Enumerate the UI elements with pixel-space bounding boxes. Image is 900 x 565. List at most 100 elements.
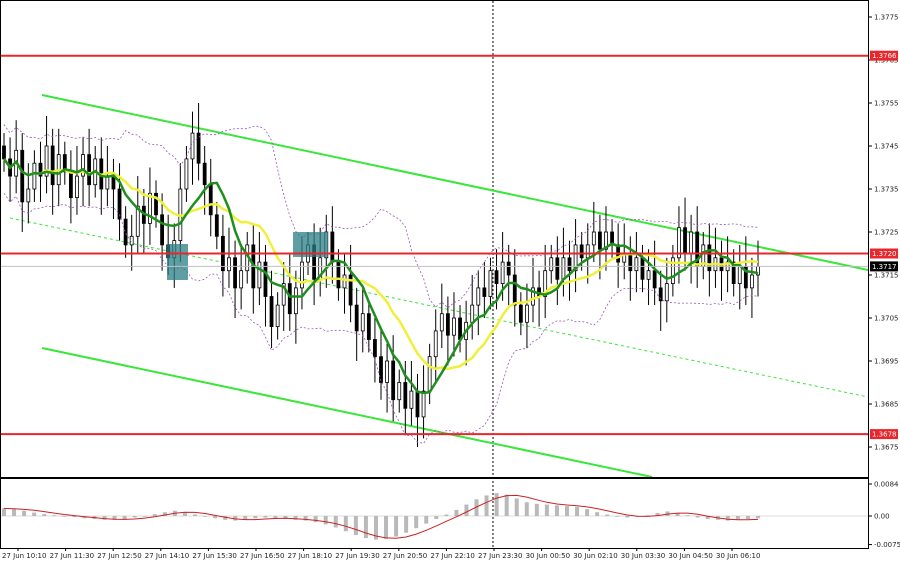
histogram-bar [474,499,479,516]
histogram-bar [404,516,409,533]
candle-body [348,274,353,306]
candle-body [543,270,548,297]
candle-body [488,270,493,297]
price-tick-label: 1.3725 [874,229,899,237]
candle-body [750,274,754,289]
candle-body [677,227,681,259]
histogram-bar [675,512,680,516]
histogram-bar [605,514,610,516]
candle-body [397,382,402,401]
candle-body [379,356,383,383]
upper-channel-line [41,94,869,271]
price-frame [0,0,869,478]
price-tick-label: 1.3735 [874,186,899,194]
candle-body [373,339,377,358]
price-tick-label: 1.3675 [874,444,899,452]
histogram-bar [384,516,389,539]
histogram-bar [585,509,590,516]
candle-body [707,244,712,272]
indicator-pane [0,493,868,540]
candle-body [202,162,207,186]
time-tick-label: 27 Jun 11:30 [50,552,94,560]
candle-body [458,317,462,340]
candle-body [26,188,31,203]
time-tick-label: 27 Jun 18:10 [288,552,332,560]
histogram-bar [414,516,419,529]
candle-body [409,390,414,409]
candle-body [300,261,304,289]
candle-body [330,231,335,263]
histogram-bar [122,516,127,520]
candle-body [184,158,189,190]
histogram-bar [424,516,429,524]
histogram-bar [756,516,760,519]
candle-body [512,274,517,306]
histogram-bar [213,516,218,519]
histogram-bar [132,516,137,518]
histogram-bar [182,512,187,516]
candle-body [561,257,566,280]
histogram-bar [32,512,37,516]
time-tick-label: 27 Jun 10:10 [2,552,46,560]
moving-average-fast [2,158,759,395]
time-tick-label: 30 Jun 03:30 [621,552,665,560]
histogram-bar [112,516,117,520]
candle-body [525,304,529,323]
candle-body [591,231,596,246]
candle-body [160,214,164,246]
histogram-bar [705,516,710,520]
histogram-bar [193,514,198,516]
time-tick-label: 27 Jun 22:10 [430,552,474,560]
candle-body [415,390,420,418]
histogram-bar [454,509,459,516]
time-tick-label: 30 Jun 04:50 [668,552,712,560]
candle-body [44,145,49,177]
candle-body [658,287,663,302]
candle-body [731,261,736,285]
histogram-bar [243,516,248,520]
histogram-bar [625,516,630,518]
candle-body [689,231,694,254]
histogram-bar [575,506,580,516]
histogram-bar [42,514,47,516]
histogram-bar [434,516,439,520]
level-label: 1.3678 [872,431,897,439]
histogram-bar [363,516,368,539]
candle-body [275,304,280,328]
envelope-lower [3,193,759,444]
time-tick-label: 27 Jun 12:50 [97,552,141,560]
candle-body [683,227,687,254]
candle-body [670,257,675,284]
histogram-bar [524,502,529,516]
candle-body [628,253,633,272]
highlight-box [167,244,188,280]
indicator-frame [0,478,869,549]
histogram-bar [504,494,509,516]
candle-body [239,270,244,289]
histogram-bar [52,515,57,517]
candle-body [293,287,298,315]
histogram-bar [333,516,338,528]
candle-body [154,192,158,216]
price-tick-label: 1.3775 [874,14,899,22]
histogram-bar [273,516,278,519]
candle-body [737,265,742,284]
histogram-bar [62,516,67,517]
histogram-bar [313,516,318,523]
histogram-bar [343,516,348,532]
histogram-bar [353,516,358,536]
signal-line [3,494,759,539]
histogram-bar [494,493,499,516]
candle-body [391,360,396,401]
candle-body [105,175,110,190]
candle-body [81,154,85,177]
candle-body [634,257,639,272]
histogram-bar [283,516,288,520]
indicator-tick-label: 0.0084 [874,481,899,489]
time-tick-label: 27 Jun 19:30 [335,552,379,560]
candle-body [555,257,560,280]
candle-body [281,283,286,306]
candle-body [494,270,499,285]
current-price-label: 1.3717 [872,263,897,271]
candle-body [439,313,444,332]
